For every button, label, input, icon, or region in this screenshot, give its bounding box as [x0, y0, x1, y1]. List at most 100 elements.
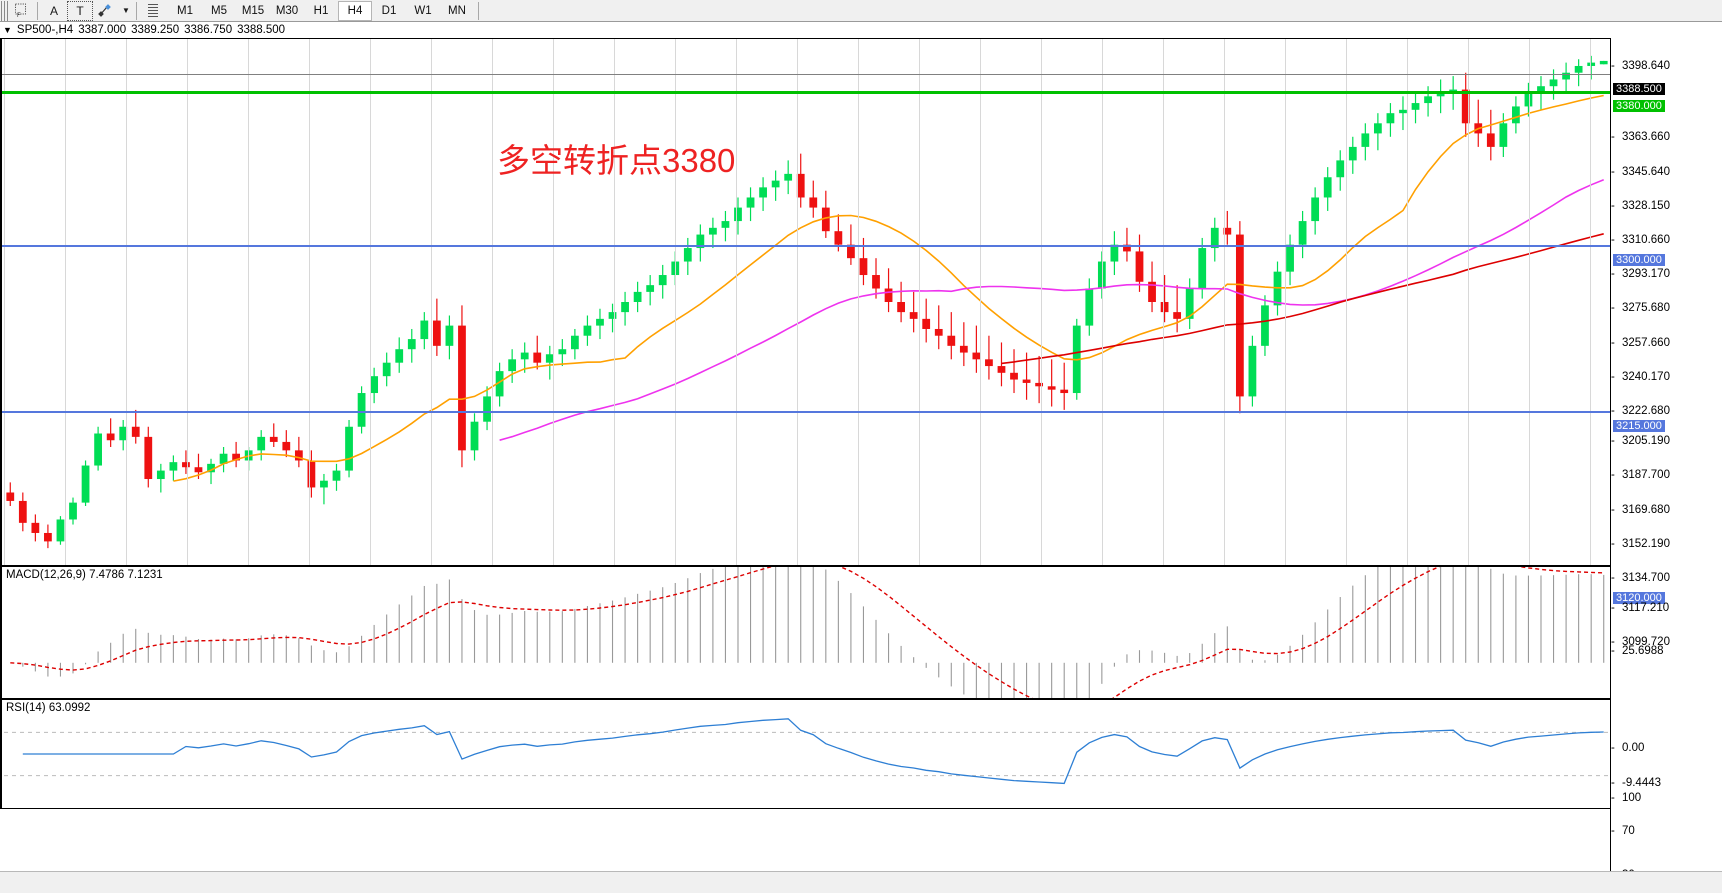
gridline-vertical — [492, 39, 493, 565]
axis-tick-3363-660: -3363.660 — [1611, 131, 1670, 143]
text-label-tool-button[interactable]: T — [67, 0, 93, 21]
gridline-vertical — [1468, 39, 1469, 565]
axis-tick-3380-000: 3380.000 — [1613, 100, 1665, 112]
plot-wrapper: 多空转折点3380 MACD(12,26,9) 7.4786 7.1231 RS… — [0, 38, 1612, 873]
axis-tick-3099-720: -3099.720 — [1611, 636, 1670, 648]
gridline-vertical — [919, 39, 920, 565]
drawing-objects-icon[interactable] — [93, 1, 119, 21]
gridline-vertical — [980, 39, 981, 565]
axis-tick-3117-210: -3117.210 — [1611, 602, 1670, 614]
gridline-vertical — [370, 39, 371, 565]
chart-container: ▼ SP500-,H4 3387.000 3389.250 3386.750 3… — [0, 22, 1722, 893]
chart-annotation-text: 多空转折点3380 — [497, 142, 736, 179]
ohlc-open: 3387.000 — [78, 24, 127, 36]
ohlc-low: 3386.750 — [184, 24, 233, 36]
timeframe-m30[interactable]: M30 — [275, 4, 299, 17]
gridline-vertical — [1529, 39, 1530, 565]
axis-tick-3257-660: -3257.660 — [1611, 337, 1670, 349]
axis-tick-3300-000: 3300.000 — [1613, 254, 1665, 266]
gridline-vertical — [1346, 39, 1347, 565]
gridline-vertical — [858, 39, 859, 565]
gridline-vertical — [1590, 39, 1591, 565]
gridline-vertical — [431, 39, 432, 565]
rsi-label: RSI(14) 63.0992 — [6, 702, 91, 714]
periodicity-lines-icon[interactable] — [140, 1, 166, 21]
svg-text:F: F — [17, 13, 21, 18]
crosshair-template-icon[interactable]: F — [8, 1, 34, 21]
macd-series — [10, 567, 1605, 698]
gridline-vertical — [1407, 39, 1408, 565]
current-price-3388-line[interactable] — [2, 74, 1612, 75]
candlestick-series — [6, 55, 1608, 549]
support-3215-line[interactable] — [2, 411, 1612, 413]
axis-tick-3310-660: -3310.660 — [1611, 234, 1670, 246]
macd-label: MACD(12,26,9) 7.4786 7.1231 — [6, 569, 163, 581]
chart-toolbar: F A T ▼ M1 M5 M15 M30 H1 H4 D1 W1 MN — [0, 0, 1722, 22]
axis-tick-3328-150: -3328.150 — [1611, 200, 1670, 212]
symbol-name: SP500-,H4 — [16, 24, 74, 36]
timeframe-d1[interactable]: D1 — [381, 4, 397, 17]
gridline-vertical — [248, 39, 249, 565]
gridline-vertical — [614, 39, 615, 565]
symbol-info-bar: ▼ SP500-,H4 3387.000 3389.250 3386.750 3… — [0, 22, 1722, 38]
timeframe-m15[interactable]: M15 — [241, 4, 265, 17]
text-tool-a-button[interactable]: A — [49, 3, 58, 18]
axis-tick-3215-000: 3215.000 — [1613, 420, 1665, 432]
gridline-vertical — [4, 39, 5, 565]
timeframe-m1[interactable]: M1 — [177, 4, 193, 17]
status-bar — [0, 871, 1722, 893]
gridline-vertical — [65, 39, 66, 565]
axis-tick-3205-190: -3205.190 — [1611, 435, 1670, 447]
axis-tick-70: -70 — [1611, 825, 1635, 837]
gridline-vertical — [1224, 39, 1225, 565]
timeframe-h4[interactable]: H4 — [338, 0, 372, 21]
rsi-panel[interactable]: RSI(14) 63.0992 — [0, 699, 1610, 809]
drag-grip-icon[interactable] — [1, 0, 8, 21]
axis-tick-25-6988: -25.6988 — [1611, 645, 1664, 657]
gridline-vertical — [126, 39, 127, 565]
gridline-vertical — [1041, 39, 1042, 565]
toolbar-separator — [37, 1, 38, 20]
axis-tick-3398-640: -3398.640 — [1611, 60, 1670, 72]
toolbar-separator-3 — [478, 1, 479, 20]
timeframe-w1[interactable]: W1 — [414, 4, 432, 17]
axis-tick-100: -100 — [1611, 792, 1642, 804]
axis-tick-3240-170: -3240.170 — [1611, 371, 1670, 383]
axis-tick-3222-680: -3222.680 — [1611, 405, 1670, 417]
gridline-vertical — [309, 39, 310, 565]
gridline-vertical — [553, 39, 554, 565]
ohlc-high: 3389.250 — [131, 24, 180, 36]
axis-tick-3345-640: -3345.640 — [1611, 166, 1670, 178]
axis-tick-0-00: -0.00 — [1611, 742, 1645, 754]
gridline-vertical — [187, 39, 188, 565]
gridline-vertical — [1285, 39, 1286, 565]
gridline-vertical — [797, 39, 798, 565]
timeframe-m5[interactable]: M5 — [211, 4, 227, 17]
axis-tick-3134-700: -3134.700 — [1611, 572, 1670, 584]
drawing-dropdown-arrow-icon[interactable]: ▼ — [122, 6, 130, 15]
toolbar-separator-2 — [136, 1, 137, 20]
gridline-vertical — [1102, 39, 1103, 565]
timeframe-mn[interactable]: MN — [448, 4, 466, 17]
axis-tick-3169-680: -3169.680 — [1611, 504, 1670, 516]
rsi-series — [4, 718, 1608, 785]
gridline-vertical — [736, 39, 737, 565]
price-panel[interactable]: 多空转折点3380 — [0, 38, 1612, 585]
axis-tick-3187-700: -3187.700 — [1611, 469, 1670, 481]
ohlc-close: 3388.500 — [237, 24, 286, 36]
macd-panel[interactable]: MACD(12,26,9) 7.4786 7.1231 — [0, 566, 1610, 699]
price-scale-axis[interactable]: -3398.640 3388.500 3380.000 -3363.660 -3345.… — [1610, 38, 1722, 881]
axis-tick-3388-500: 3388.500 — [1613, 83, 1665, 95]
support-3300-line[interactable] — [2, 245, 1612, 247]
axis-tick-3293-170: -3293.170 — [1611, 268, 1670, 280]
timeframe-h1[interactable]: H1 — [313, 4, 329, 17]
resistance-3380-line[interactable] — [2, 91, 1612, 94]
gridline-vertical — [675, 39, 676, 565]
axis-tick-3120-000: 3120.000 — [1613, 592, 1665, 604]
axis-tick-3275-680: -3275.680 — [1611, 302, 1670, 314]
axis-tick-3152-190: -3152.190 — [1611, 538, 1670, 550]
gridline-vertical — [1163, 39, 1164, 565]
chart-menu-caret-icon[interactable]: ▼ — [3, 25, 12, 35]
timeframe-group: M1 M5 M15 M30 H1 H4 D1 W1 MN — [168, 0, 474, 21]
